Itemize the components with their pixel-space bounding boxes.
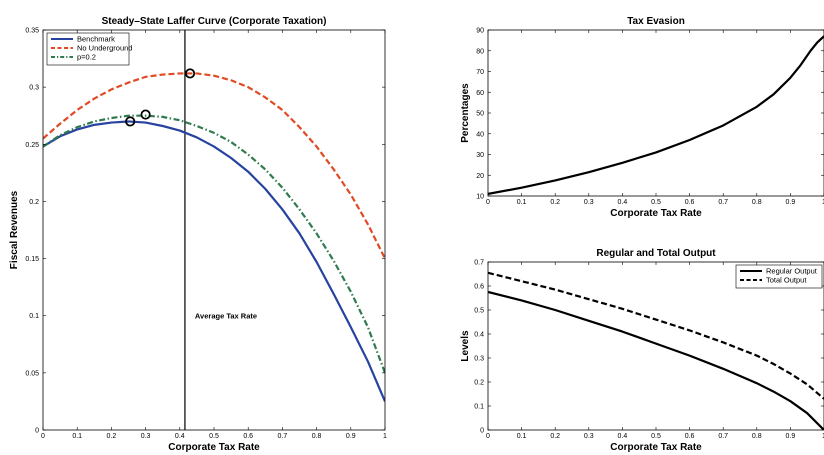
x-tick-label: 0.5 [651,199,661,206]
x-tick-label: 0.6 [685,199,695,206]
y-tick-label: 30 [476,152,484,159]
x-tick-label: 0.6 [243,433,253,440]
series-line [488,35,824,196]
chart-title: Tax Evasion [627,16,685,27]
x-tick-label: 0.3 [584,199,594,206]
y-tick-label: 50 [476,111,484,118]
y-tick-label: 0.2 [474,380,484,387]
x-tick-label: 0.4 [618,433,628,440]
y-tick-label: 0.3 [29,85,39,92]
x-tick-label: 0.3 [584,433,594,440]
y-tick-label: 40 [476,131,484,138]
y-tick-label: 0.35 [25,28,39,35]
x-tick-label: 1 [822,433,824,440]
x-tick-label: 1 [383,433,387,440]
y-tick-label: 0.25 [25,142,39,149]
chart-title: Regular and Total Output [596,248,716,259]
x-tick-label: 0.9 [346,433,356,440]
y-tick-label: 20 [476,173,484,180]
plot-area [488,30,824,196]
average-tax-rate-label: Average Tax Rate [195,312,257,321]
x-tick-label: 0.4 [175,433,185,440]
x-tick-label: 0.1 [517,199,527,206]
x-tick-label: 0 [486,433,490,440]
y-tick-label: 0.15 [25,256,39,263]
chart-evasion: 0 0.1 0.2 0.3 0.4 0.5 0.6 0.7 0.8 0.9 1 10 20 30 40 50 6… [460,16,824,219]
series-group [488,35,824,196]
x-tick-label: 0.1 [72,433,82,440]
x-tick-label: 0.8 [752,433,762,440]
x-tick-label: 0.6 [685,433,695,440]
x-tick-label: 0.8 [752,199,762,206]
x-tick-label: 0 [486,199,490,206]
x-tick-label: 0.4 [618,199,628,206]
x-tick-label: 0 [41,433,45,440]
x-tick-label: 0.2 [107,433,117,440]
chart-output: 0 0.1 0.2 0.3 0.4 0.5 0.6 0.7 0.8 0.9 1 0 0.1 0.2 0.3 0… [460,248,824,453]
y-axis-label: Levels [460,330,471,362]
y-axis-label: Percentages [460,83,471,143]
series-line-benchmark [43,120,385,402]
x-axis-label: Corporate Tax Rate [610,442,702,453]
y-tick-label: 60 [476,90,484,97]
x-axis-label: Corporate Tax Rate [610,208,702,219]
legend-label: Total Output [766,276,807,285]
chart-title: Steady–State Laffer Curve (Corporate Tax… [102,16,327,27]
y-tick-label: 0.6 [474,284,484,291]
x-tick-label: 0.3 [141,433,151,440]
maximum-marker [140,109,151,120]
x-tick-label: 0.1 [517,433,527,440]
x-tick-label: 1 [822,199,824,206]
y-tick-label: 0 [480,428,484,435]
y-tick-label: 10 [476,194,484,201]
x-tick-label: 0.5 [651,433,661,440]
x-tick-label: 0.2 [550,433,560,440]
x-tick-label: 0.7 [278,433,288,440]
x-tick-label: 0.9 [786,199,796,206]
y-tick-label: 0.2 [29,199,39,206]
y-tick-label: 80 [476,48,484,55]
legend-label: No Underground [77,44,132,53]
y-tick-label: 0.4 [474,332,484,339]
x-tick-label: 0.5 [209,433,219,440]
y-tick-label: 0.7 [474,260,484,267]
plot-area [488,262,824,430]
maximum-marker [184,68,196,79]
plot-area [43,30,385,430]
y-tick-label: 90 [476,28,484,35]
series-group [488,271,824,430]
y-tick-label: 0 [35,428,39,435]
legend-label: Regular Output [766,267,818,276]
series-line-total-output [488,271,824,400]
series-line-regular-output [488,290,824,430]
x-tick-label: 0.2 [550,199,560,206]
x-tick-label: 0.7 [718,199,728,206]
y-tick-label: 0.1 [29,313,39,320]
x-axis-label: Corporate Tax Rate [168,442,260,453]
x-tick-label: 0.7 [718,433,728,440]
y-tick-label: 0.5 [474,308,484,315]
series-line-p-0-2 [43,114,385,374]
y-tick-label: 70 [476,69,484,76]
y-tick-label: 0.1 [474,404,484,411]
legend-label: p=0.2 [77,53,96,62]
series-group [43,72,385,402]
y-tick-label: 0.3 [474,356,484,363]
y-tick-label: 0.05 [25,370,39,377]
maximum-marker [125,116,136,127]
y-axis-label: Fiscal Revenues [9,190,20,269]
chart-laffer: Average Tax Rate 0 0.1 0.2 0.3 0.4 0.5 0.6 0.7 0.… [9,16,387,453]
legend-label: Benchmark [77,35,115,44]
x-tick-label: 0.9 [786,433,796,440]
series-line-no-underground [43,72,385,260]
x-tick-label: 0.8 [312,433,322,440]
